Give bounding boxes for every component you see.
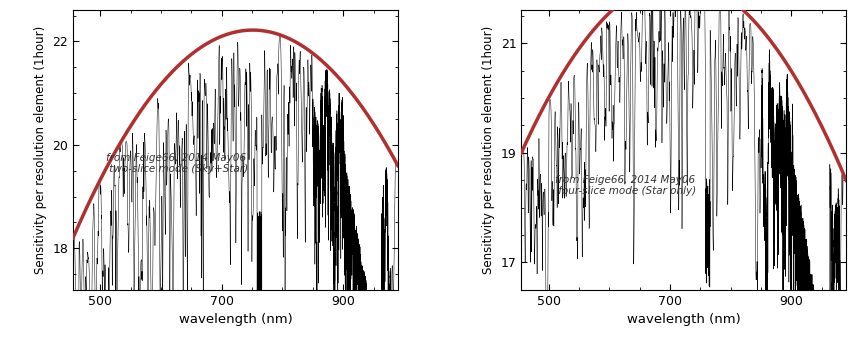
- Y-axis label: Sensitivity per resolution element (1hour): Sensitivity per resolution element (1hou…: [482, 26, 495, 274]
- Text: from Feige66, 2014 May06
 two-slice mode (Sky+Star): from Feige66, 2014 May06 two-slice mode …: [107, 153, 248, 174]
- Y-axis label: Sensitivity per resolution element (1hour): Sensitivity per resolution element (1hou…: [34, 26, 46, 274]
- X-axis label: wavelength (nm): wavelength (nm): [627, 313, 740, 326]
- X-axis label: wavelength (nm): wavelength (nm): [179, 313, 292, 326]
- Text: from Feige66, 2014 May06
 four-slice mode (Star only): from Feige66, 2014 May06 four-slice mode…: [555, 175, 696, 196]
